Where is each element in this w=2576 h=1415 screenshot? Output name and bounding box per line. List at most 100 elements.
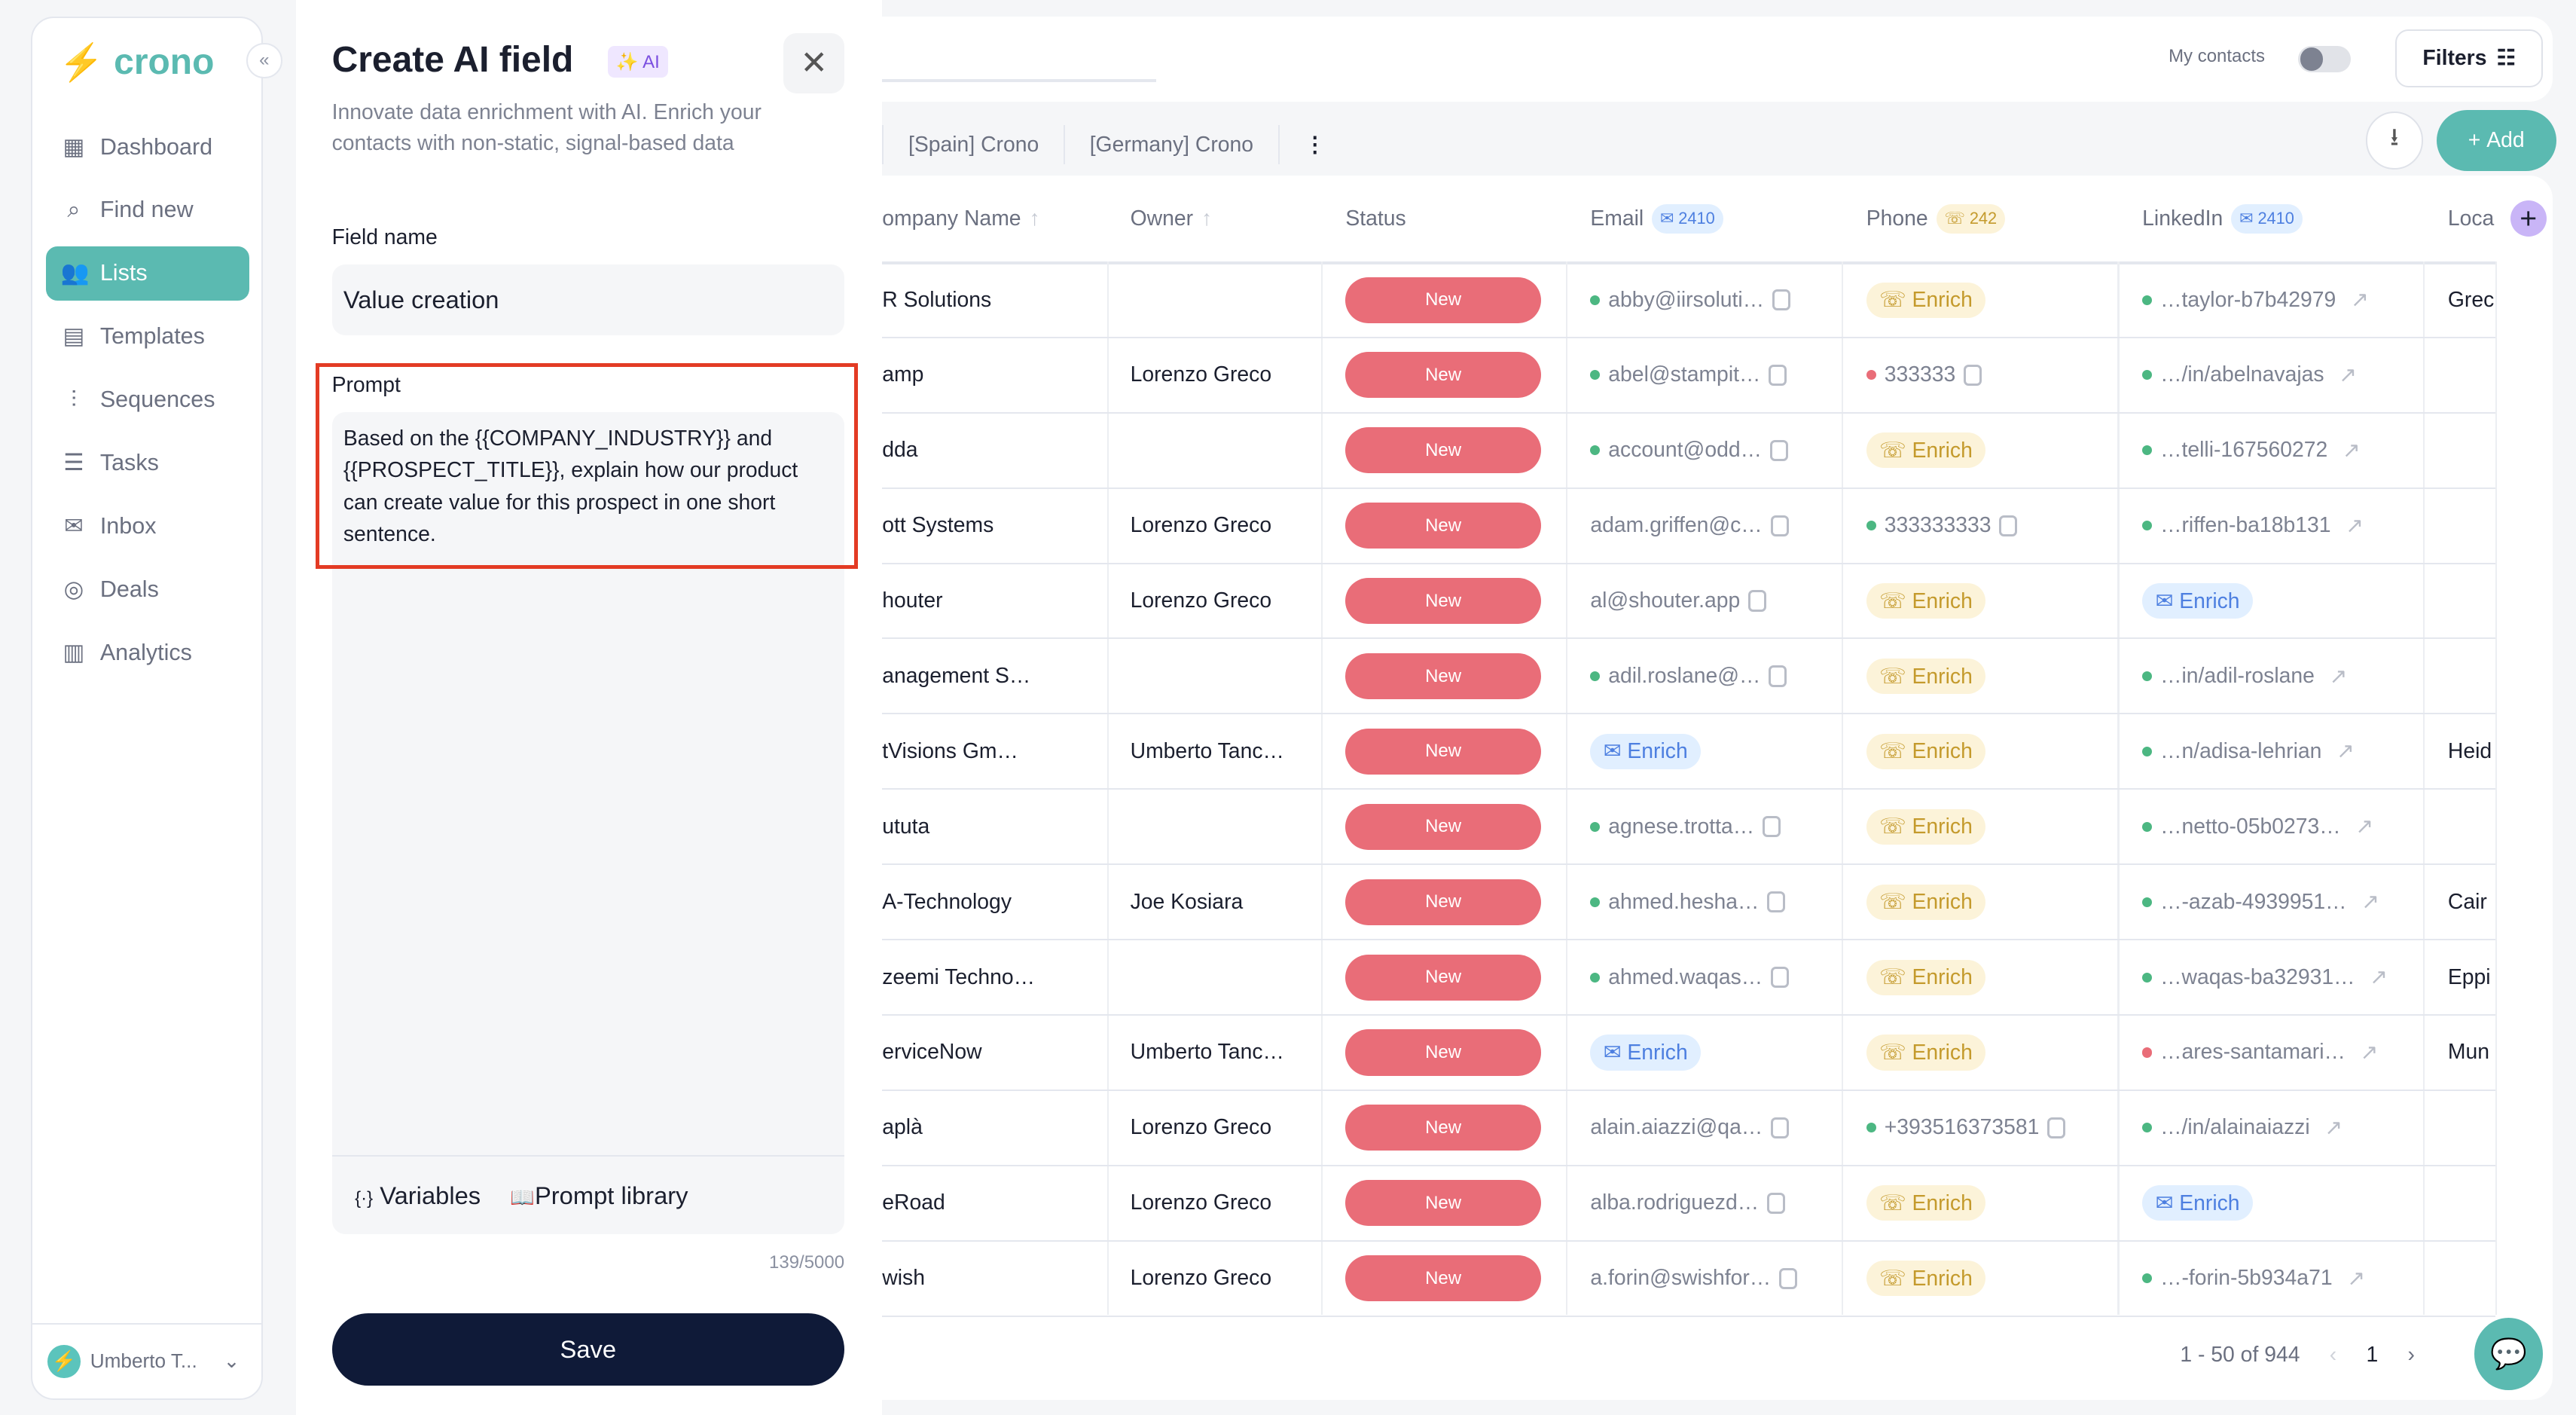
- external-link-icon[interactable]: ↗: [2336, 739, 2355, 764]
- email-enrich-button[interactable]: ✉ Enrich: [1590, 1035, 1702, 1071]
- status-badge[interactable]: New: [1345, 352, 1541, 399]
- status-badge[interactable]: New: [1345, 578, 1541, 625]
- phone-enrich-button[interactable]: ☏ Enrich: [1866, 959, 1986, 995]
- more-tabs-icon[interactable]: ⋮: [1277, 124, 1351, 165]
- table-row[interactable]: houter Lorenzo Greco New al@shouter.app …: [882, 564, 2496, 640]
- filters-button[interactable]: Filters ☷: [2395, 29, 2544, 87]
- company-cell[interactable]: amp: [882, 338, 923, 412]
- copy-icon[interactable]: [1762, 816, 1781, 838]
- table-row[interactable]: dda New account@odd… ☏ Enrich …telli-167…: [882, 414, 2496, 489]
- tab-germany[interactable]: [Germany] Crono: [1063, 124, 1278, 165]
- status-badge[interactable]: New: [1345, 503, 1541, 549]
- table-row[interactable]: anagement S… New adil.roslane@… ☏ Enrich…: [882, 639, 2496, 715]
- prompt-textarea[interactable]: Based on the {{COMPANY_INDUSTRY}} and {{…: [331, 412, 845, 1234]
- header-owner[interactable]: Owner ↑: [1131, 176, 1213, 261]
- header-location[interactable]: Loca: [2447, 206, 2495, 231]
- prompt-library-button[interactable]: 📖Prompt library: [510, 1181, 688, 1210]
- table-row[interactable]: ott Systems Lorenzo Greco New adam.griff…: [882, 489, 2496, 564]
- copy-icon[interactable]: [1769, 665, 1787, 687]
- header-phone[interactable]: Phone ☏ 242: [1866, 176, 2006, 261]
- status-badge[interactable]: New: [1345, 1105, 1541, 1151]
- phone-enrich-button[interactable]: ☏ Enrich: [1866, 658, 1986, 695]
- company-cell[interactable]: tVisions Gm…: [882, 714, 1018, 788]
- table-row[interactable]: A-Technology Joe Kosiara New ahmed.hesha…: [882, 865, 2496, 941]
- copy-icon[interactable]: [1769, 364, 1787, 387]
- external-link-icon[interactable]: ↗: [2339, 362, 2357, 387]
- status-badge[interactable]: New: [1345, 1029, 1541, 1076]
- linkedin-enrich-button[interactable]: ✉ Enrich: [2142, 1185, 2253, 1221]
- company-cell[interactable]: eRoad: [882, 1166, 945, 1240]
- phone-enrich-button[interactable]: ☏ Enrich: [1866, 432, 1986, 469]
- copy-icon[interactable]: [1766, 1192, 1785, 1214]
- copy-icon[interactable]: [1964, 364, 1982, 387]
- phone-enrich-button[interactable]: ☏ Enrich: [1866, 1185, 1986, 1221]
- copy-icon[interactable]: [1771, 1117, 1790, 1139]
- phone-enrich-button[interactable]: ☏ Enrich: [1866, 808, 1986, 845]
- email-enrich-button[interactable]: ✉ Enrich: [1590, 733, 1702, 769]
- linkedin-enrich-button[interactable]: ✉ Enrich: [2142, 583, 2253, 619]
- search-underline[interactable]: [882, 78, 1157, 83]
- company-cell[interactable]: anagement S…: [882, 639, 1030, 713]
- external-link-icon[interactable]: ↗: [2324, 1115, 2343, 1140]
- header-linkedin[interactable]: LinkedIn ✉ 2410: [2142, 176, 2303, 261]
- sidebar-item-analytics[interactable]: ▥ Analytics: [46, 626, 249, 680]
- copy-icon[interactable]: [1770, 515, 1789, 536]
- status-badge[interactable]: New: [1345, 879, 1541, 925]
- table-row[interactable]: tVisions Gm… Umberto Tanc… New ✉ Enrich …: [882, 714, 2496, 790]
- external-link-icon[interactable]: ↗: [2370, 965, 2388, 990]
- close-button[interactable]: ✕: [783, 32, 845, 94]
- table-row[interactable]: eRoad Lorenzo Greco New alba.rodriguezd……: [882, 1166, 2496, 1242]
- header-company[interactable]: ompany Name ↑: [882, 176, 1039, 261]
- company-cell[interactable]: ututa: [882, 790, 929, 863]
- company-cell[interactable]: houter: [882, 564, 942, 638]
- company-cell[interactable]: ott Systems: [882, 489, 993, 563]
- save-button[interactable]: Save: [331, 1313, 845, 1386]
- sidebar-item-inbox[interactable]: ✉ Inbox: [46, 500, 249, 554]
- table-row[interactable]: aplà Lorenzo Greco New alain.aiazzi@qa… …: [882, 1091, 2496, 1166]
- company-cell[interactable]: R Solutions: [882, 263, 991, 337]
- company-cell[interactable]: dda: [882, 414, 917, 487]
- external-link-icon[interactable]: ↗: [2347, 1266, 2365, 1291]
- phone-enrich-button[interactable]: ☏ Enrich: [1866, 1035, 1986, 1071]
- sidebar-item-tasks[interactable]: ☰ Tasks: [46, 436, 249, 491]
- field-name-input[interactable]: Value creation: [331, 264, 845, 335]
- status-badge[interactable]: New: [1345, 427, 1541, 474]
- table-row[interactable]: ututa New agnese.trotta… ☏ Enrich …netto…: [882, 790, 2496, 866]
- copy-icon[interactable]: [1779, 1267, 1798, 1289]
- chat-support-button[interactable]: 💬: [2474, 1318, 2544, 1391]
- external-link-icon[interactable]: ↗: [2342, 438, 2361, 463]
- external-link-icon[interactable]: ↗: [2346, 513, 2364, 538]
- phone-enrich-button[interactable]: ☏ Enrich: [1866, 282, 1986, 318]
- copy-icon[interactable]: [1769, 439, 1788, 461]
- copy-icon[interactable]: [1771, 966, 1789, 989]
- my-contacts-toggle[interactable]: [2298, 46, 2352, 72]
- variables-button[interactable]: {·} Variables: [355, 1181, 481, 1210]
- user-menu[interactable]: ⚡ Umberto T... ⌄: [32, 1322, 261, 1398]
- company-cell[interactable]: erviceNow: [882, 1016, 981, 1090]
- copy-icon[interactable]: [1767, 891, 1786, 913]
- copy-icon[interactable]: [1748, 590, 1767, 612]
- company-cell[interactable]: wish: [882, 1242, 925, 1316]
- company-cell[interactable]: A-Technology: [882, 865, 1012, 939]
- phone-enrich-button[interactable]: ☏ Enrich: [1866, 1261, 1986, 1297]
- sidebar-item-find-new[interactable]: ⌕ Find new: [46, 183, 249, 237]
- sidebar-item-templates[interactable]: ▤ Templates: [46, 310, 249, 364]
- next-page-icon[interactable]: ›: [2407, 1342, 2415, 1367]
- prev-page-icon[interactable]: ‹: [2329, 1342, 2337, 1367]
- external-link-icon[interactable]: ↗: [2350, 288, 2369, 313]
- table-row[interactable]: amp Lorenzo Greco New abel@stampit… 3333…: [882, 338, 2496, 414]
- status-badge[interactable]: New: [1345, 277, 1541, 323]
- status-badge[interactable]: New: [1345, 803, 1541, 850]
- company-cell[interactable]: aplà: [882, 1091, 923, 1165]
- status-badge[interactable]: New: [1345, 728, 1541, 775]
- sidebar-item-deals[interactable]: ◎ Deals: [46, 563, 249, 617]
- status-badge[interactable]: New: [1345, 1180, 1541, 1227]
- header-email[interactable]: Email ✉ 2410: [1590, 176, 1723, 261]
- copy-icon[interactable]: [1772, 289, 1790, 311]
- add-column-button[interactable]: +: [2510, 200, 2547, 237]
- header-status[interactable]: Status: [1345, 206, 1406, 231]
- tab-spain[interactable]: [Spain] Crono: [882, 124, 1064, 165]
- collapse-sidebar-button[interactable]: «: [246, 42, 282, 79]
- add-button[interactable]: + Add: [2436, 110, 2556, 171]
- current-page[interactable]: 1: [2366, 1342, 2379, 1367]
